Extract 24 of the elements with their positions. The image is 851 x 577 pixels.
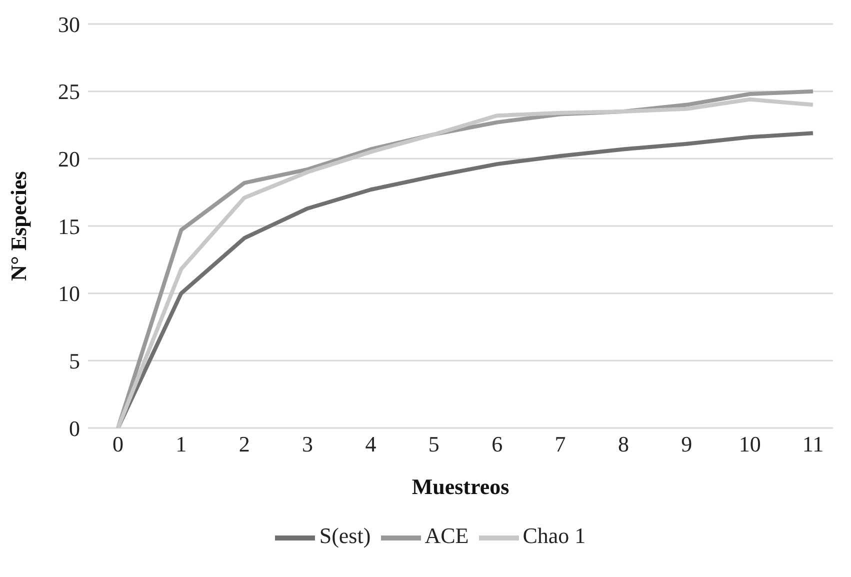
y-tick-label: 5 <box>69 348 80 374</box>
legend-label: ACE <box>424 523 469 548</box>
x-axis-title: Muestreos <box>412 474 510 499</box>
y-tick-label: 30 <box>58 12 80 37</box>
y-tick-label: 0 <box>69 416 80 441</box>
x-tick-label: 0 <box>112 432 124 457</box>
legend-label: Chao 1 <box>522 523 586 548</box>
y-tick-label: 15 <box>58 214 80 239</box>
x-tick-label: 9 <box>681 432 692 457</box>
y-tick-label: 25 <box>58 79 80 104</box>
x-tick-label: 7 <box>554 432 566 457</box>
legend-label: S(est) <box>319 523 371 548</box>
x-tick-label: 4 <box>365 432 376 457</box>
x-tick-label: 3 <box>302 432 314 457</box>
x-tick-label: 11 <box>802 432 824 457</box>
x-tick-label: 2 <box>238 432 250 457</box>
y-axis-title: N° Especies <box>6 170 31 281</box>
y-tick-label: 10 <box>58 281 80 306</box>
x-tick-label: 10 <box>738 432 761 457</box>
x-tick-label: 5 <box>428 432 440 457</box>
x-tick-label: 1 <box>176 432 187 457</box>
x-tick-label: 8 <box>618 432 629 457</box>
y-tick-label: 20 <box>58 146 80 172</box>
x-tick-label: 6 <box>492 432 503 457</box>
